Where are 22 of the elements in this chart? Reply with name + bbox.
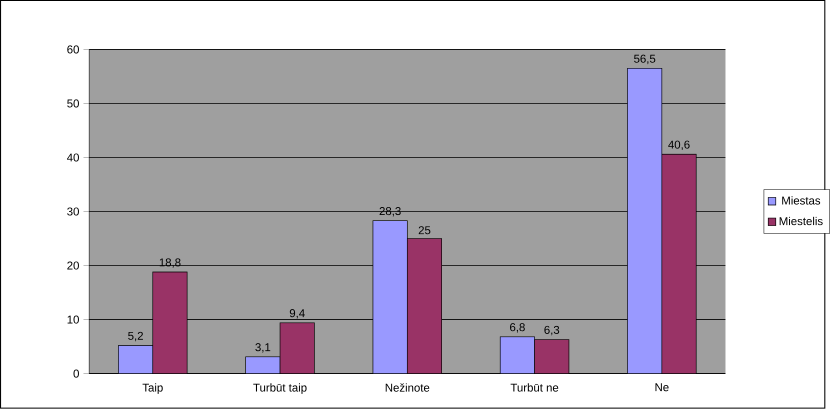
y-tick-label: 50 [67, 100, 79, 108]
data-label: 6,8 [510, 323, 525, 333]
y-tick-label: 30 [67, 208, 79, 216]
x-tick-label: Taip [142, 383, 163, 394]
x-tick-label: Turbūt ne [510, 383, 558, 392]
data-label: 40,6 [668, 140, 690, 150]
data-label: 9,4 [290, 309, 305, 319]
x-tick-label: Turbūt taip [253, 383, 307, 394]
y-tick-label: 10 [68, 316, 79, 324]
data-label: 56,5 [634, 54, 656, 64]
data-label: 5,2 [128, 332, 143, 342]
data-label: 6,3 [544, 326, 560, 336]
y-tick-label: 20 [67, 262, 79, 270]
y-tick-label: 0 [74, 370, 79, 378]
data-label: 25 [418, 226, 430, 234]
data-label: 3,1 [255, 343, 270, 353]
x-tick-label: Ne [655, 383, 669, 392]
y-tick-label: 40 [67, 154, 79, 162]
legend-label: Miestas [782, 196, 820, 205]
legend-label: Miestelis [780, 216, 823, 226]
x-tick-label: Nežinote [386, 383, 430, 392]
y-tick-label: 60 [67, 46, 79, 54]
